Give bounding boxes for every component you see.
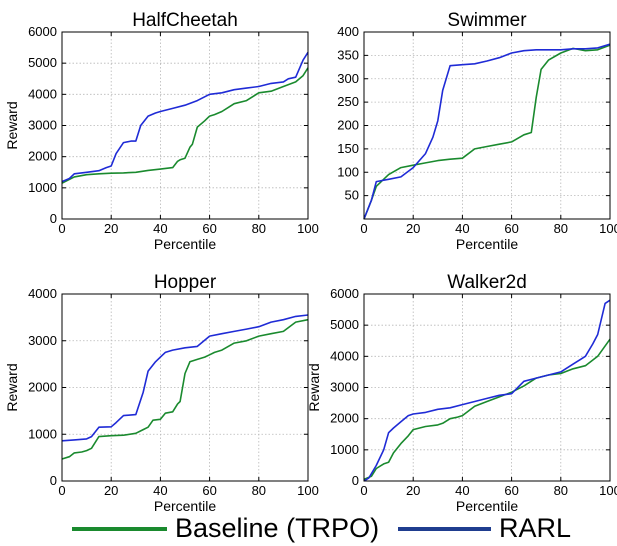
swimmer-xtick-label: 80 bbox=[554, 221, 568, 236]
hopper-series-rarl bbox=[61, 314, 309, 442]
chart-walker2d: 0204060801000100020003000400050006000Wal… bbox=[306, 272, 617, 514]
hopper-series-baseline bbox=[61, 318, 309, 460]
halfcheetah-title: HalfCheetah bbox=[132, 10, 238, 31]
swimmer-ytick-label: 400 bbox=[337, 24, 359, 39]
halfcheetah-xtick-label: 20 bbox=[104, 221, 118, 236]
halfcheetah-ytick-label: 5000 bbox=[28, 55, 57, 70]
legend: Baseline (TRPO) RARL bbox=[0, 510, 617, 546]
legend-swatch-rarl bbox=[398, 527, 491, 531]
walker2d-xlabel: Percentile bbox=[456, 498, 518, 514]
swimmer-ytick-label: 300 bbox=[337, 71, 359, 86]
swimmer-xtick-label: 40 bbox=[455, 221, 469, 236]
swimmer-series-baseline bbox=[363, 44, 611, 220]
walker2d-ytick-label: 2000 bbox=[330, 411, 359, 426]
hopper-xlabel: Percentile bbox=[154, 498, 216, 514]
walker2d-series-rarl bbox=[363, 299, 611, 482]
walker2d-xtick-label: 40 bbox=[455, 483, 469, 498]
chart-halfcheetah: 0 20 40 60 80 1000100020003000400050006000Hal… bbox=[4, 10, 319, 252]
hopper-xtick-label: 60 bbox=[202, 483, 216, 498]
halfcheetah-ylabel: Reward bbox=[4, 101, 20, 149]
walker2d-xtick-label: 20 bbox=[406, 483, 420, 498]
swimmer-ytick-label: 50 bbox=[345, 188, 359, 203]
swimmer-ytick-label: 150 bbox=[337, 141, 359, 156]
swimmer-series-rarl bbox=[363, 43, 611, 220]
halfcheetah-ytick-label: 4000 bbox=[28, 86, 57, 101]
swimmer-ytick-label: 200 bbox=[337, 118, 359, 133]
halfcheetah-xlabel: Percentile bbox=[154, 236, 216, 252]
chart-swimmer: 0 20 40 60 80 100 50 100 150 200 250 300 350 400 Swimm… bbox=[337, 10, 617, 252]
walker2d-xtick-label: 0 bbox=[360, 483, 367, 498]
halfcheetah-series-rarl bbox=[61, 51, 309, 183]
swimmer-xlabel: Percentile bbox=[456, 236, 518, 252]
legend-label-baseline: Baseline (TRPO) bbox=[175, 513, 380, 543]
legend-swatch-baseline bbox=[72, 527, 167, 531]
halfcheetah-xtick-label: 60 bbox=[202, 221, 216, 236]
walker2d-ytick-label: 0 bbox=[352, 473, 359, 488]
walker2d-ytick-label: 4000 bbox=[330, 348, 359, 363]
walker2d-ytick-label: 6000 bbox=[330, 286, 359, 301]
swimmer-xtick-label: 100 bbox=[599, 221, 617, 236]
halfcheetah-series-baseline bbox=[61, 67, 309, 184]
hopper-ytick-label: 4000 bbox=[28, 286, 57, 301]
hopper-title: Hopper bbox=[154, 272, 217, 293]
hopper-ytick-label: 0 bbox=[50, 473, 57, 488]
hopper-ytick-label: 1000 bbox=[28, 426, 57, 441]
swimmer-ytick-label: 100 bbox=[337, 164, 359, 179]
halfcheetah-ytick-label: 2000 bbox=[28, 149, 57, 164]
walker2d-title: Walker2d bbox=[447, 272, 527, 293]
walker2d-ytick-label: 3000 bbox=[330, 380, 359, 395]
swimmer-xtick-label: 20 bbox=[406, 221, 420, 236]
halfcheetah-xtick-label: 40 bbox=[153, 221, 167, 236]
halfcheetah-ytick-label: 1000 bbox=[28, 180, 57, 195]
halfcheetah-ytick-label: 0 bbox=[50, 211, 57, 226]
hopper-xtick-label: 40 bbox=[153, 483, 167, 498]
halfcheetah-xtick-label: 100 bbox=[297, 221, 319, 236]
hopper-ytick-label: 3000 bbox=[28, 333, 57, 348]
swimmer-xtick-label: 0 bbox=[360, 221, 367, 236]
walker2d-series-baseline bbox=[363, 338, 611, 481]
hopper-xtick-label: 100 bbox=[297, 483, 319, 498]
swimmer-xtick-label: 60 bbox=[504, 221, 518, 236]
swimmer-ytick-label: 250 bbox=[337, 94, 359, 109]
halfcheetah-ytick-label: 6000 bbox=[28, 24, 57, 39]
halfcheetah-xtick-label: 0 bbox=[58, 221, 65, 236]
hopper-xtick-label: 80 bbox=[252, 483, 266, 498]
hopper-ylabel: Reward bbox=[4, 363, 20, 411]
swimmer-ytick-label: 350 bbox=[337, 47, 359, 62]
chart-hopper: 0 20 40 60 80 10001000200030004000HopperPerce… bbox=[4, 272, 319, 514]
legend-label-rarl: RARL bbox=[499, 513, 572, 543]
hopper-ytick-label: 2000 bbox=[28, 380, 57, 395]
halfcheetah-xtick-label: 80 bbox=[252, 221, 266, 236]
walker2d-xtick-label: 60 bbox=[504, 483, 518, 498]
walker2d-xtick-label: 80 bbox=[554, 483, 568, 498]
hopper-xtick-label: 20 bbox=[104, 483, 118, 498]
swimmer-title: Swimmer bbox=[447, 10, 527, 31]
walker2d-ytick-label: 5000 bbox=[330, 317, 359, 332]
hopper-xtick-label: 0 bbox=[58, 483, 65, 498]
walker2d-xtick-label: 100 bbox=[599, 483, 617, 498]
halfcheetah-ytick-label: 3000 bbox=[28, 118, 57, 133]
walker2d-ytick-label: 1000 bbox=[330, 442, 359, 457]
walker2d-ylabel: Reward bbox=[306, 363, 322, 411]
